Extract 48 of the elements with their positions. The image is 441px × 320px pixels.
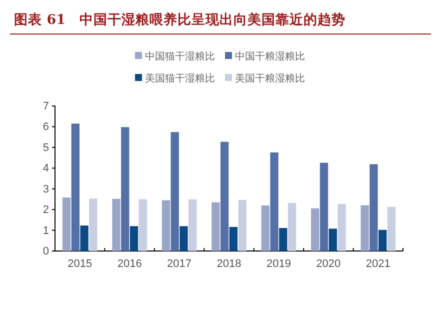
bar	[387, 206, 396, 251]
bar	[62, 198, 71, 251]
bar	[80, 226, 88, 251]
legend-label: 中国猫干湿粮比	[145, 50, 215, 62]
bar	[279, 228, 288, 251]
y-tick-label: 0	[42, 246, 49, 258]
legend-label: 美国干粮湿粮比	[235, 72, 305, 84]
y-tick-label: 1	[42, 224, 49, 237]
bar	[328, 228, 337, 251]
bar	[288, 202, 296, 251]
bar	[170, 132, 179, 251]
legend-label: 美国猫干湿粮比	[145, 72, 215, 84]
bar	[188, 199, 197, 251]
x-tick-label: 2020	[316, 258, 341, 270]
bar	[270, 152, 278, 251]
bar	[338, 204, 346, 251]
bar	[360, 205, 369, 251]
x-tick-label: 2016	[117, 258, 142, 270]
bar	[261, 205, 270, 251]
bar	[370, 164, 378, 251]
y-tick-label: 5	[42, 142, 49, 154]
chart-title: 图表 61 中国干湿粮喂养比呈现出向美国靠近的趋势	[14, 11, 346, 28]
y-tick-label: 3	[42, 183, 49, 196]
y-tick-label: 7	[42, 100, 49, 113]
x-tick-label: 2021	[366, 258, 390, 270]
x-tick-label: 2017	[167, 258, 192, 270]
y-tick-label: 2	[42, 204, 49, 216]
bar	[320, 162, 328, 251]
bar	[130, 226, 138, 251]
bar	[238, 200, 246, 251]
y-tick-label: 6	[42, 121, 49, 134]
bar	[162, 200, 170, 251]
bar	[89, 198, 98, 251]
bar	[121, 127, 130, 251]
bar	[212, 202, 220, 251]
y-tick-label: 4	[42, 162, 49, 175]
bar	[138, 199, 147, 251]
x-tick-label: 2018	[216, 258, 242, 270]
bar	[112, 198, 120, 251]
bar	[229, 226, 238, 251]
x-tick-label: 2015	[68, 258, 92, 270]
bar	[378, 230, 387, 251]
bar	[180, 226, 188, 251]
bar	[311, 208, 320, 251]
x-tick-label: 2019	[266, 258, 291, 270]
legend-label: 中国干粮湿粮比	[235, 50, 305, 62]
bar	[71, 124, 80, 251]
bar	[220, 142, 229, 251]
